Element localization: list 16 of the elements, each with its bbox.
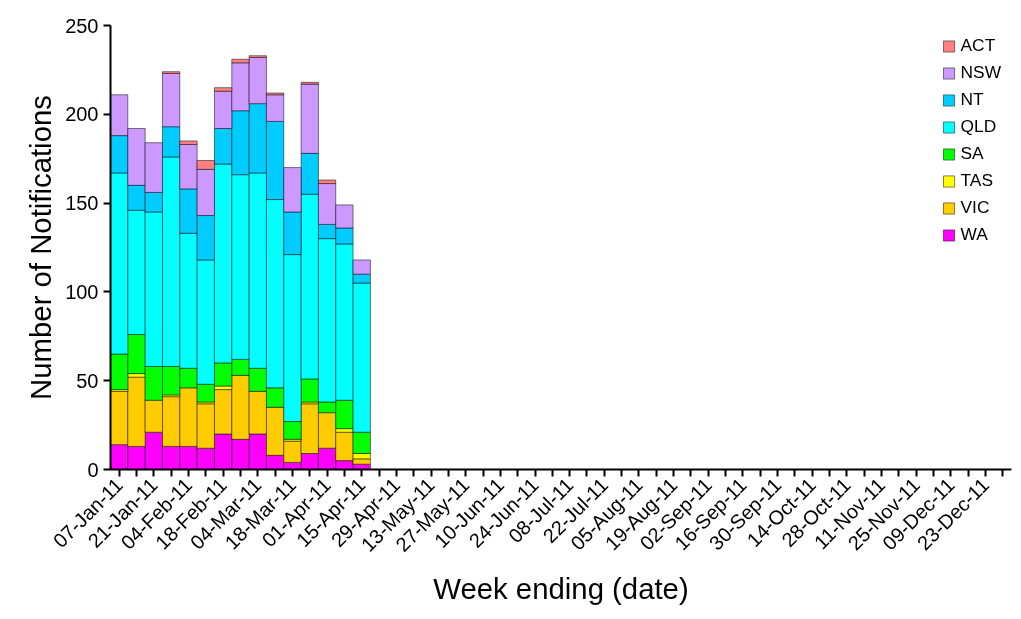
y-tick-label: 50	[76, 369, 99, 392]
y-tick-label: 250	[65, 14, 99, 37]
legend-label: NT	[960, 89, 984, 110]
legend-label: NSW	[960, 62, 1001, 83]
y-axis-title: Number of Notifications	[24, 95, 58, 400]
y-tick-label: 100	[65, 280, 99, 303]
legend-label: SA	[960, 143, 984, 164]
y-tick-label: 200	[65, 103, 99, 126]
legend-label: ACT	[960, 35, 996, 56]
legend-label: VIC	[960, 197, 990, 218]
legend-label: WA	[960, 224, 988, 245]
legend-label: TAS	[960, 170, 993, 191]
y-tick-label: 150	[65, 192, 99, 215]
x-axis-title: Week ending (date)	[433, 571, 689, 605]
y-tick-label: 0	[87, 458, 99, 481]
legend-label: QLD	[960, 116, 997, 137]
